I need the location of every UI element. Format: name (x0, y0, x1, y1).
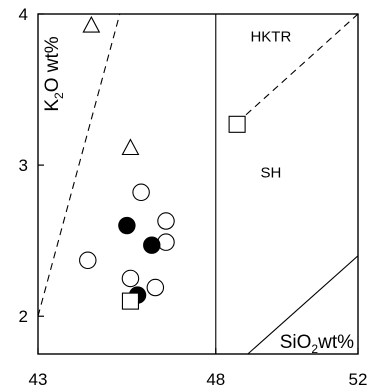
filled-circle-point (118, 216, 136, 235)
data-points (79, 15, 246, 310)
boundary-line-3 (236, 14, 358, 124)
open-circle-point (157, 212, 175, 230)
boundary-line-4 (247, 255, 358, 354)
y-axis-label: K2O wt% (42, 36, 66, 111)
y-axis-label-tail: O wt% (42, 36, 63, 92)
open-triangle-point (82, 15, 101, 33)
open-circle-point (121, 269, 140, 288)
x-tick-label: 48 (206, 370, 225, 389)
filled-circle-point (143, 236, 161, 254)
open-circle-point (146, 278, 165, 297)
boundary-lines (38, 14, 358, 354)
open-circle-point (79, 251, 97, 270)
x-axis-label-main: SiO (280, 332, 312, 353)
open-circle-point (157, 233, 175, 251)
y-axis-label-main: K (42, 99, 63, 112)
x-axis-label-subscript: 2 (311, 342, 318, 356)
plot-frame (37, 13, 359, 355)
open-triangle-point (121, 138, 140, 156)
field-label-sh: SH (260, 165, 281, 182)
field-labels: HKTR SH (250, 29, 291, 182)
open-square-point (121, 292, 139, 310)
y-tick-label: 4 (19, 5, 28, 24)
open-square-point (228, 115, 246, 133)
x-tick-label: 43 (29, 370, 48, 389)
x-tick-label: 52 (349, 370, 368, 389)
x-axis-label-tail: wt% (317, 332, 354, 353)
boundary-line-1 (38, 14, 121, 317)
x-axis-label: SiO2wt% (280, 332, 354, 356)
open-circle-point (132, 183, 150, 202)
axis-ticks: 43 48 52 2 3 4 (19, 5, 368, 389)
y-axis-label-subscript: 2 (52, 92, 66, 99)
field-label-hktr: HKTR (250, 29, 291, 46)
y-tick-label: 3 (19, 156, 28, 175)
y-tick-label: 2 (19, 307, 28, 326)
